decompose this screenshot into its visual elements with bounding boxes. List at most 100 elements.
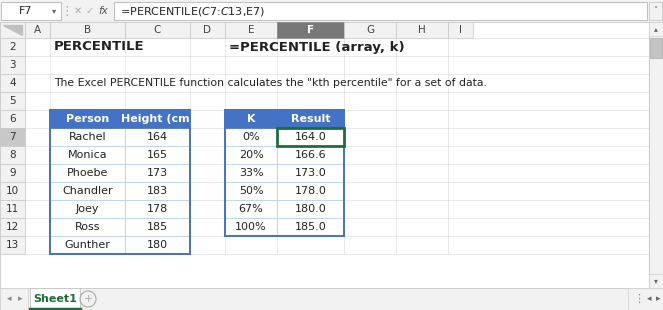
Bar (125, 200, 190, 218)
Bar (0, 128, 25, 146)
Text: ▴: ▴ (654, 24, 658, 33)
Bar (0, 0, 663, 22)
Text: D: D (204, 25, 211, 35)
Text: 2: 2 (9, 42, 16, 52)
Text: +: + (84, 294, 93, 304)
Bar (225, 22, 277, 38)
Bar (225, 110, 344, 128)
Text: 185.0: 185.0 (294, 222, 326, 232)
Text: 10: 10 (6, 186, 19, 196)
Bar (125, 22, 190, 38)
Bar (50, 110, 125, 128)
Text: 178: 178 (147, 204, 168, 214)
Bar (30, 288, 80, 309)
Text: A: A (34, 25, 41, 35)
Bar (225, 218, 277, 236)
Text: F: F (307, 25, 314, 35)
Bar (50, 218, 125, 236)
Text: PERCENTILE: PERCENTILE (54, 41, 145, 54)
Text: ▾: ▾ (52, 7, 56, 16)
Text: fx: fx (98, 6, 108, 16)
Text: 164: 164 (147, 132, 168, 142)
Text: =PERCENTILE($C$7:$C$13,E7): =PERCENTILE($C$7:$C$13,E7) (120, 5, 265, 17)
Text: C: C (154, 25, 161, 35)
Bar (277, 128, 344, 146)
Bar (0, 218, 25, 236)
Bar (1, 2, 61, 20)
Bar (277, 22, 344, 38)
Text: ▸: ▸ (18, 294, 23, 303)
Text: ✕: ✕ (74, 6, 82, 16)
Text: Result: Result (291, 114, 330, 124)
Bar (277, 182, 344, 200)
Bar (277, 146, 344, 164)
Bar (0, 74, 25, 92)
Bar (125, 146, 190, 164)
Text: Monica: Monica (68, 150, 107, 160)
Bar (225, 110, 344, 236)
Bar (225, 110, 277, 128)
Bar (225, 182, 277, 200)
Text: ◂: ◂ (7, 294, 11, 303)
Text: 178.0: 178.0 (294, 186, 326, 196)
Bar (50, 200, 125, 218)
Text: ⋮: ⋮ (633, 294, 644, 304)
Text: E: E (248, 25, 254, 35)
Text: 165: 165 (147, 150, 168, 160)
Text: Person: Person (66, 114, 109, 124)
Bar (125, 110, 190, 128)
Text: Gunther: Gunther (64, 240, 111, 250)
Bar (0, 92, 25, 110)
Text: 33%: 33% (239, 168, 263, 178)
Bar (125, 182, 190, 200)
Text: Chandler: Chandler (62, 186, 113, 196)
Text: 180: 180 (147, 240, 168, 250)
Text: 180.0: 180.0 (294, 204, 326, 214)
Bar (225, 200, 277, 218)
Text: ✓: ✓ (86, 6, 94, 16)
Bar (396, 22, 448, 38)
Bar (0, 22, 25, 38)
Bar (125, 128, 190, 146)
Text: ◂: ◂ (646, 294, 651, 303)
Bar (0, 182, 25, 200)
Bar (125, 236, 190, 254)
Bar (50, 22, 125, 38)
Text: Height (cm): Height (cm) (121, 114, 194, 124)
Bar (225, 146, 277, 164)
Bar (0, 22, 649, 288)
Bar (0, 38, 25, 56)
Text: 12: 12 (6, 222, 19, 232)
Bar (50, 110, 190, 128)
Text: 100%: 100% (235, 222, 267, 232)
Text: 11: 11 (6, 204, 19, 214)
Bar (649, 2, 662, 20)
Bar (277, 218, 344, 236)
Bar (50, 164, 125, 182)
Polygon shape (3, 25, 22, 35)
Text: 50%: 50% (239, 186, 263, 196)
Bar (649, 274, 663, 288)
Text: 9: 9 (9, 168, 16, 178)
Bar (50, 128, 125, 146)
Text: =PERCENTILE (array, k): =PERCENTILE (array, k) (229, 41, 404, 54)
Bar (448, 22, 473, 38)
Text: ⋮: ⋮ (61, 5, 73, 17)
Text: Ross: Ross (75, 222, 100, 232)
Bar (125, 164, 190, 182)
Text: 20%: 20% (239, 150, 263, 160)
Bar (0, 110, 25, 128)
Bar (190, 22, 225, 38)
Text: H: H (418, 25, 426, 35)
Text: Rachel: Rachel (69, 132, 106, 142)
Bar (649, 22, 663, 36)
Bar (50, 110, 190, 254)
Bar (0, 236, 25, 254)
Bar (277, 110, 344, 128)
Text: I: I (459, 25, 462, 35)
Text: 67%: 67% (239, 204, 263, 214)
Bar (277, 164, 344, 182)
Text: 5: 5 (9, 96, 16, 106)
Text: 185: 185 (147, 222, 168, 232)
Text: 6: 6 (9, 114, 16, 124)
